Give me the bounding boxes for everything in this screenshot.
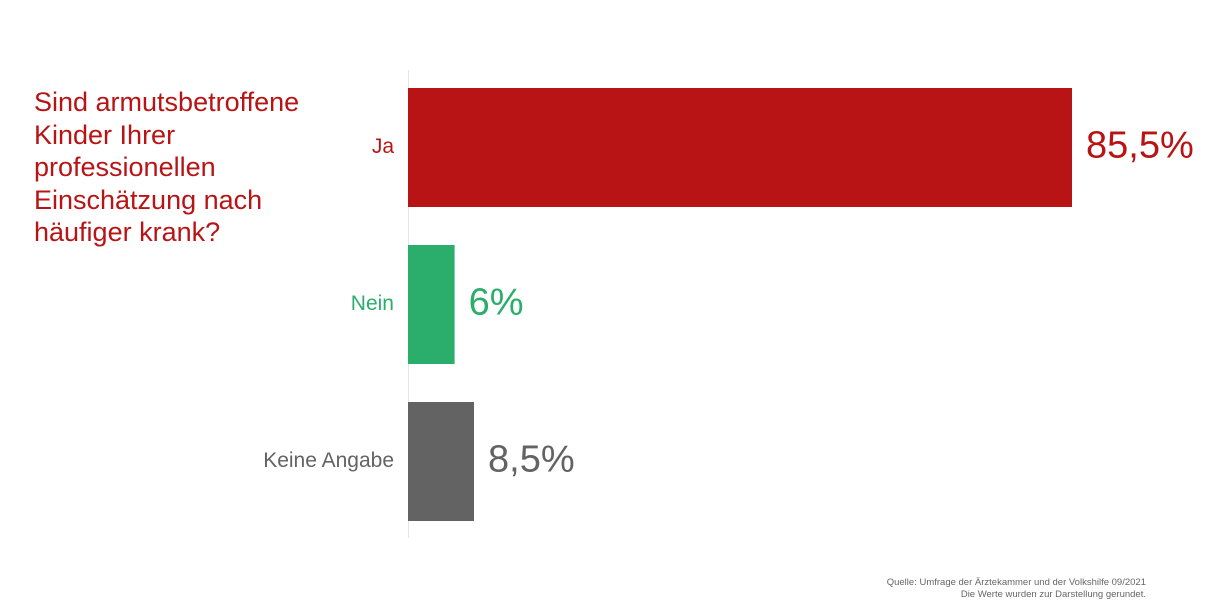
bar-ja xyxy=(408,88,1072,207)
chart-question: Sind armutsbetroffene Kinder Ihrer profe… xyxy=(34,87,300,247)
category-label-ja: Ja xyxy=(372,135,395,158)
category-label-nein: Nein xyxy=(351,292,394,315)
source-note: Quelle: Umfrage der Ärztekammer und der … xyxy=(887,577,1146,600)
category-label-keine-angabe: Keine Angabe xyxy=(263,449,394,472)
source-line-1: Quelle: Umfrage der Ärztekammer und der … xyxy=(886,577,1146,588)
value-label-nein: 6% xyxy=(469,282,524,324)
bar-keine-angabe xyxy=(408,402,475,521)
value-label-keine-angabe: 8,5% xyxy=(488,439,575,481)
value-label-ja: 85,5% xyxy=(1086,125,1194,167)
source-line-2: Die Werte wurden zur Darstellung gerunde… xyxy=(960,588,1146,600)
bars-group: Ja 85,5% Nein 6% Keine Angabe 8,5% xyxy=(263,88,1194,521)
bar-nein xyxy=(408,245,455,364)
